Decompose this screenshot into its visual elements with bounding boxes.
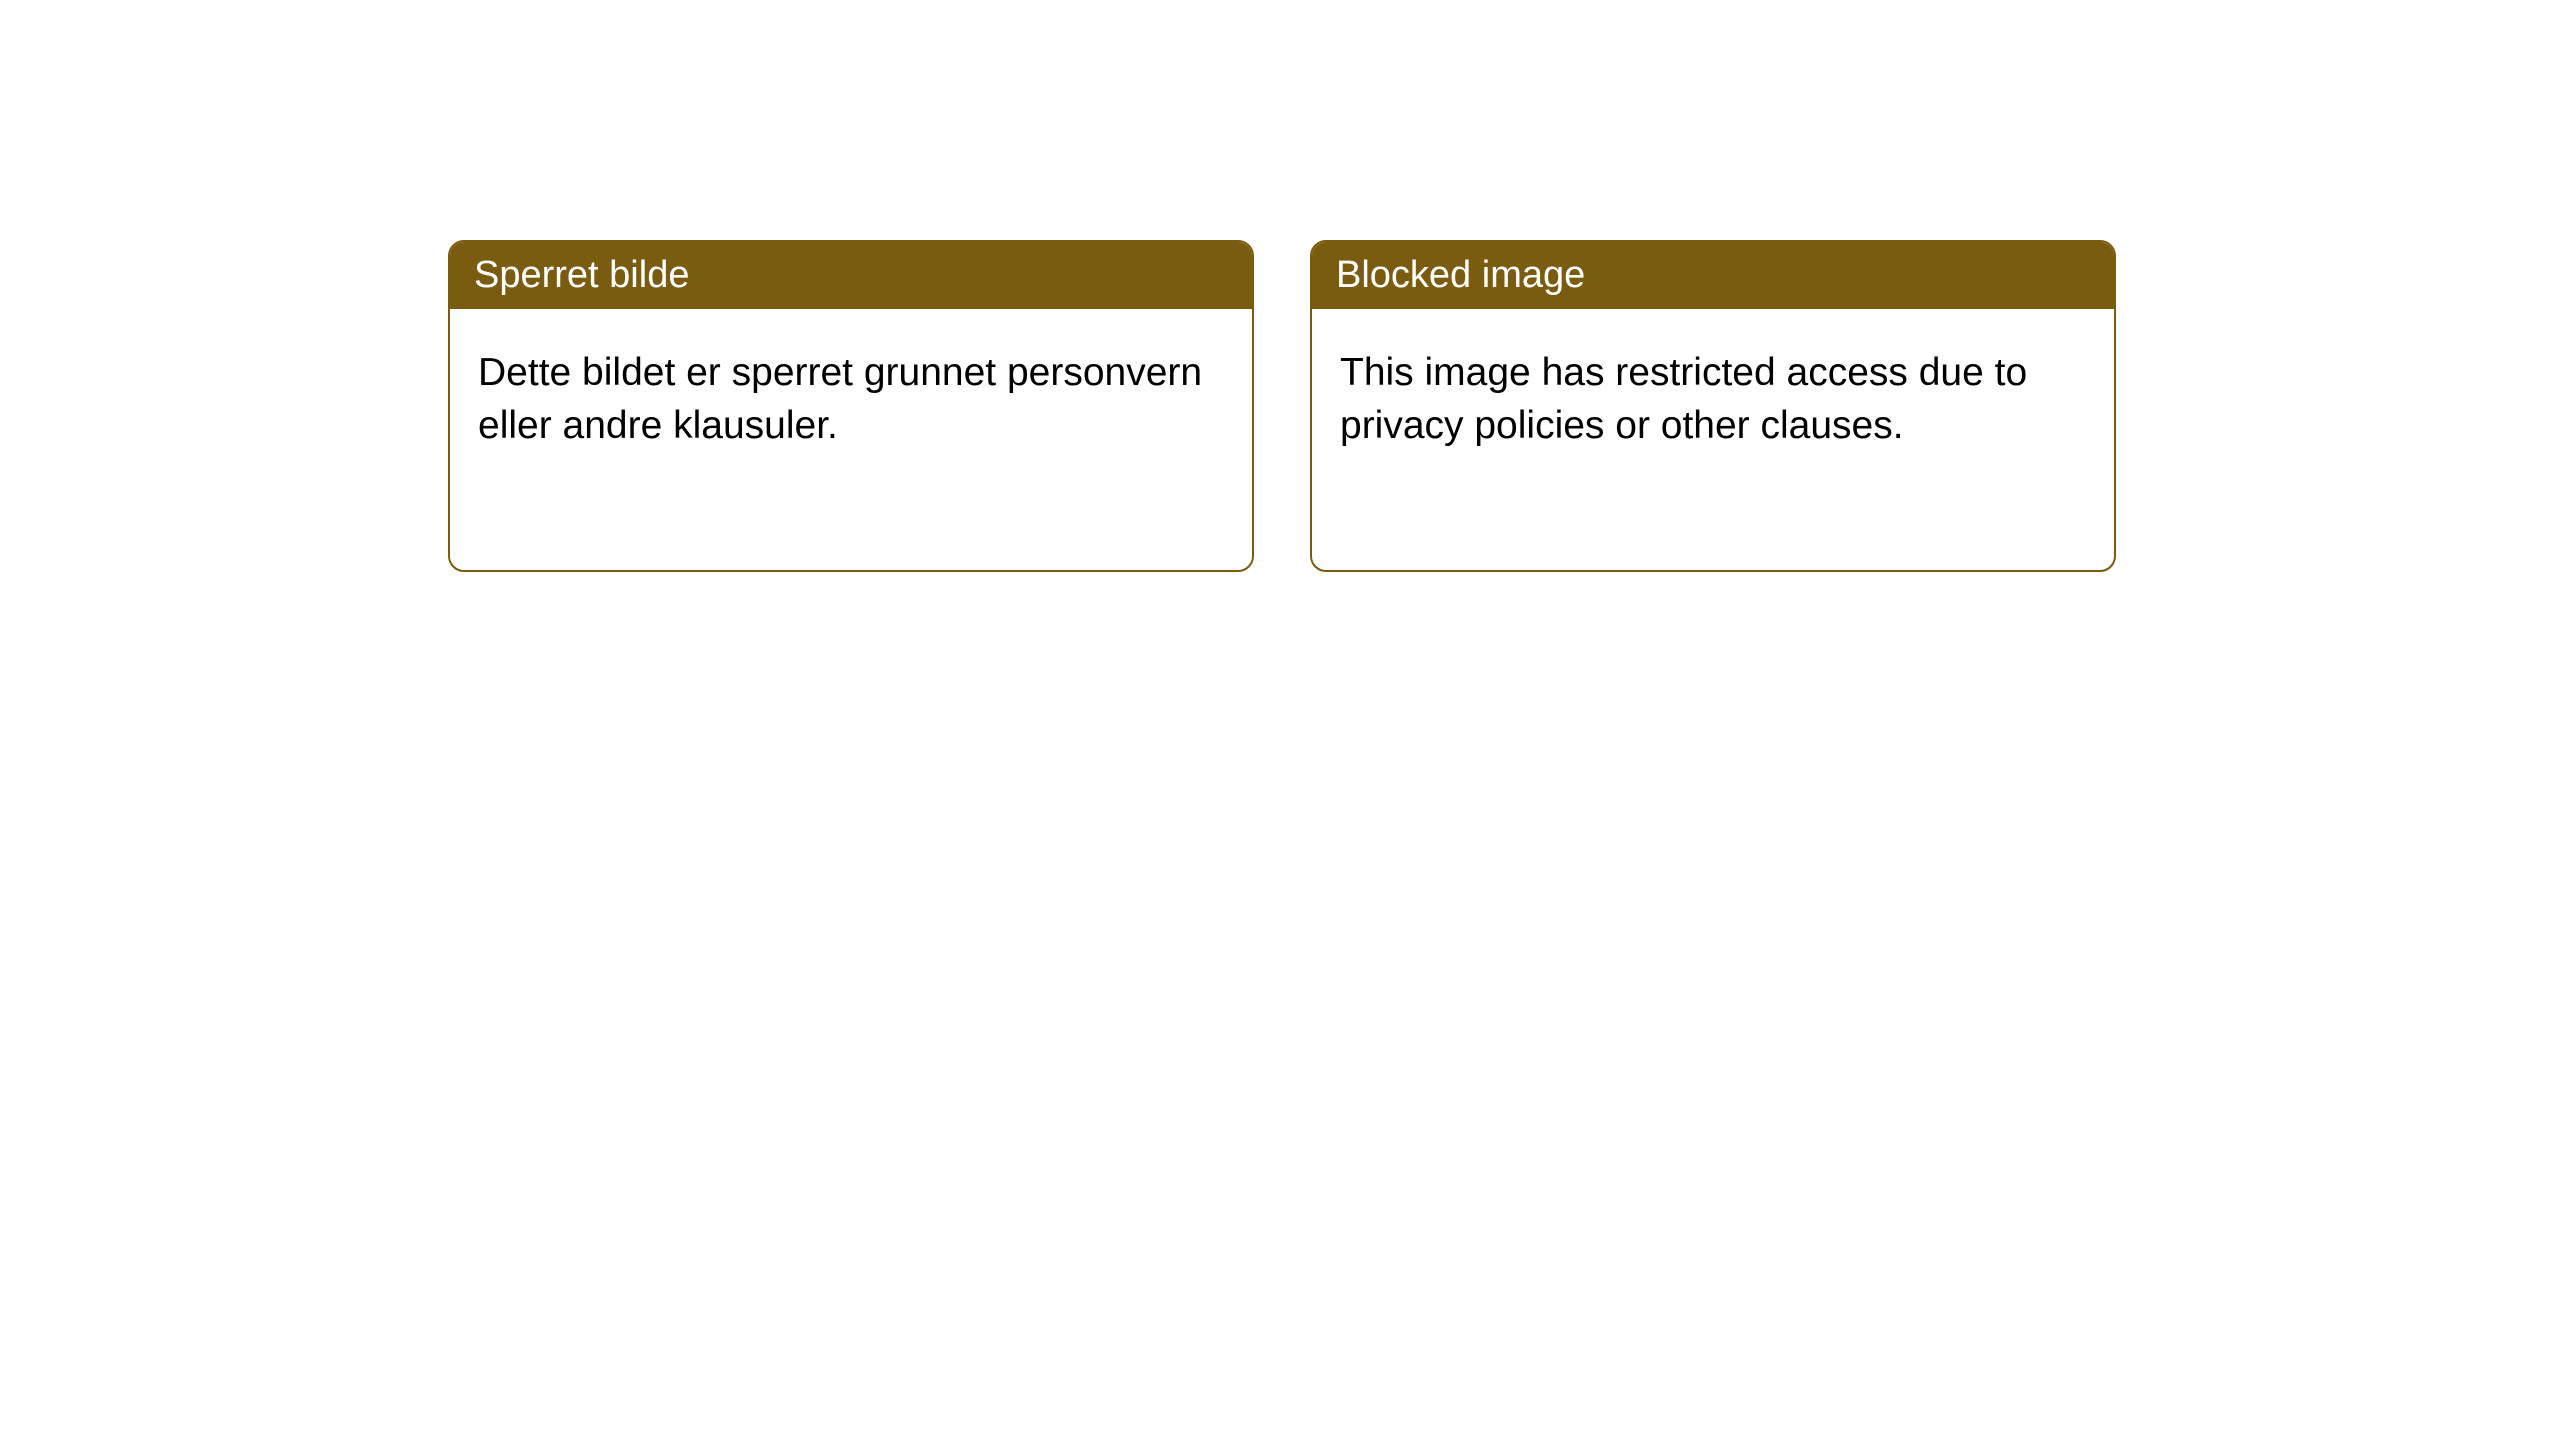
notice-body-norwegian: Dette bildet er sperret grunnet personve… bbox=[450, 309, 1252, 490]
notice-card-english: Blocked image This image has restricted … bbox=[1310, 240, 2116, 572]
notice-card-norwegian: Sperret bilde Dette bildet er sperret gr… bbox=[448, 240, 1254, 572]
notice-container: Sperret bilde Dette bildet er sperret gr… bbox=[448, 240, 2116, 572]
notice-title-norwegian: Sperret bilde bbox=[450, 242, 1252, 309]
notice-body-english: This image has restricted access due to … bbox=[1312, 309, 2114, 490]
notice-title-english: Blocked image bbox=[1312, 242, 2114, 309]
